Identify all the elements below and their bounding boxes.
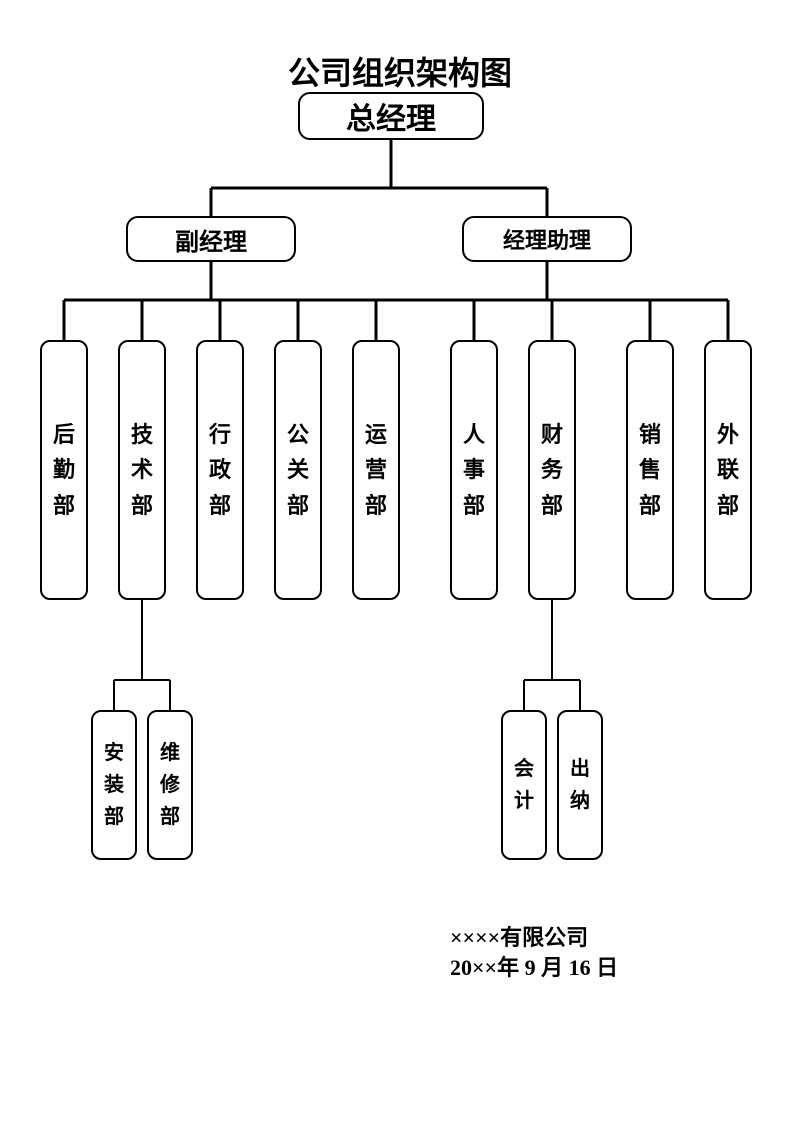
child-char: 维: [160, 737, 180, 769]
node-vice-label: 副经理: [175, 222, 247, 257]
child-char: 计: [514, 785, 534, 817]
dept-box: 技术部: [118, 340, 166, 600]
child-box: 安装部: [91, 710, 137, 860]
footer-company: ××××有限公司: [450, 920, 588, 952]
child-char: 修: [160, 769, 180, 801]
child-box: 出纳: [557, 710, 603, 860]
dept-char: 外: [717, 417, 739, 452]
dept-box: 行政部: [196, 340, 244, 600]
dept-char: 部: [717, 488, 739, 523]
dept-char: 部: [639, 488, 661, 523]
dept-char: 部: [53, 488, 75, 523]
dept-char: 部: [131, 488, 153, 523]
child-box: 维修部: [147, 710, 193, 860]
dept-char: 联: [717, 452, 739, 487]
node-gm: 总经理: [298, 92, 484, 140]
dept-char: 部: [541, 488, 563, 523]
child-char: 安: [104, 737, 124, 769]
child-char: 部: [104, 801, 124, 833]
dept-char: 人: [463, 417, 485, 452]
node-assist: 经理助理: [462, 216, 632, 262]
dept-char: 术: [131, 452, 153, 487]
diagram-title: 公司组织架构图: [230, 48, 570, 94]
dept-char: 部: [463, 488, 485, 523]
dept-char: 营: [365, 452, 387, 487]
dept-char: 关: [287, 452, 309, 487]
dept-box: 公关部: [274, 340, 322, 600]
dept-char: 部: [209, 488, 231, 523]
dept-char: 销: [639, 417, 661, 452]
dept-char: 后: [53, 417, 75, 452]
dept-char: 务: [541, 452, 563, 487]
child-char: 部: [160, 801, 180, 833]
dept-box: 后勤部: [40, 340, 88, 600]
dept-char: 运: [365, 417, 387, 452]
node-vice: 副经理: [126, 216, 296, 262]
dept-char: 售: [639, 452, 661, 487]
node-gm-label: 总经理: [346, 94, 436, 138]
dept-char: 行: [209, 417, 231, 452]
dept-char: 事: [463, 452, 485, 487]
dept-char: 政: [209, 452, 231, 487]
dept-char: 勤: [53, 452, 75, 487]
child-char: 装: [104, 769, 124, 801]
dept-char: 财: [541, 417, 563, 452]
dept-box: 财务部: [528, 340, 576, 600]
dept-box: 人事部: [450, 340, 498, 600]
child-char: 出: [570, 753, 590, 785]
child-box: 会计: [501, 710, 547, 860]
node-assist-label: 经理助理: [503, 223, 591, 255]
dept-char: 技: [131, 417, 153, 452]
dept-box: 销售部: [626, 340, 674, 600]
dept-char: 部: [365, 488, 387, 523]
dept-char: 公: [287, 417, 309, 452]
dept-box: 外联部: [704, 340, 752, 600]
dept-char: 部: [287, 488, 309, 523]
dept-box: 运营部: [352, 340, 400, 600]
child-char: 会: [514, 753, 534, 785]
child-char: 纳: [570, 785, 590, 817]
footer-date: 20××年 9 月 16 日: [450, 950, 618, 982]
